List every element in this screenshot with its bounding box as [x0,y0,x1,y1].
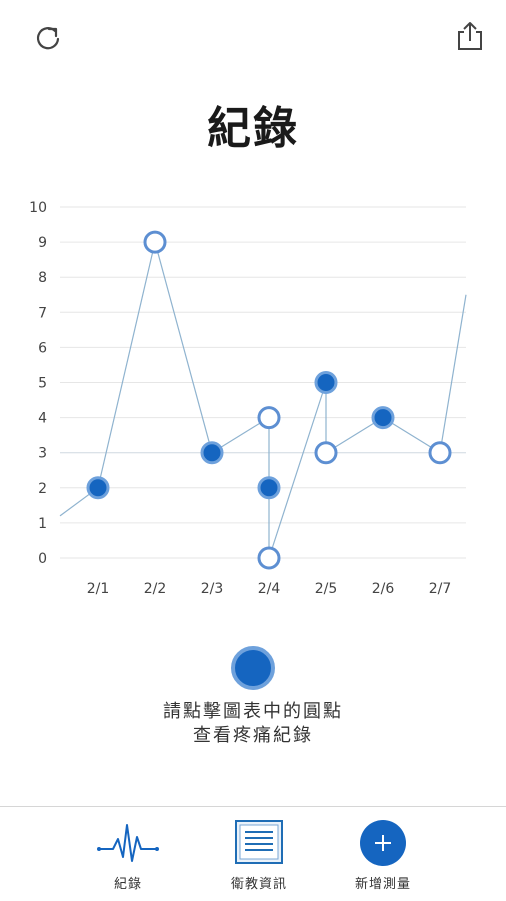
pain-chart[interactable]: 0 1 2 3 4 5 6 7 8 9 10 2/1 2/2 2/3 2/4 2/5 2/6 2/7 [0,180,506,610]
data-point-filled[interactable] [257,476,281,500]
y-tick-label: 6 [38,340,47,356]
y-tick-label: 9 [38,235,47,251]
top-bar [0,0,506,80]
heartbeat-icon [97,819,159,869]
chart-lines [59,241,467,559]
data-point-filled[interactable] [86,476,110,500]
y-tick-label: 5 [38,376,47,392]
data-point-hollow[interactable] [314,441,338,465]
y-tick-label: 2 [38,481,47,497]
x-tick-label: 2/4 [258,581,281,597]
y-tick-label: 8 [38,270,47,286]
x-tick-label: 2/5 [315,581,338,597]
hint-line-2: 查看疼痛紀錄 [193,725,313,746]
hint-line-1: 請點擊圖表中的圓點 [163,701,343,722]
x-tick-label: 2/1 [87,581,110,597]
data-point-filled[interactable] [200,441,224,465]
tab-bar: 紀錄 衛教資訊 新增測量 [0,806,506,901]
series-line [268,382,327,559]
y-tick-label: 7 [38,305,47,321]
chart-labels: 0 1 2 3 4 5 6 7 8 9 10 2/1 2/2 2/3 2/4 2/5 2/6 2/7 [29,200,451,597]
x-tick-label: 2/3 [201,581,224,597]
tab-education[interactable]: 衛教資訊 [199,807,319,901]
y-tick-label: 3 [38,446,47,462]
series-line [97,241,156,488]
data-point-hollow[interactable] [428,441,452,465]
page-title: 紀錄 [207,103,299,154]
data-point-filled[interactable] [371,406,395,430]
filled-dot-icon [231,646,275,690]
x-tick-label: 2/7 [429,581,452,597]
refresh-icon[interactable] [28,18,68,58]
tab-records[interactable]: 紀錄 [68,807,188,901]
y-tick-label: 10 [29,200,47,216]
plus-circle-icon [359,819,407,871]
document-icon [234,819,284,869]
x-tick-label: 2/2 [144,581,167,597]
y-tick-label: 1 [38,516,47,532]
x-tick-label: 2/6 [372,581,395,597]
data-point-hollow[interactable] [257,406,281,430]
y-tick-label: 4 [38,411,47,427]
share-icon[interactable] [450,16,490,56]
chart-hint: 請點擊圖表中的圓點 查看疼痛紀錄 [0,700,506,748]
tab-add-measurement[interactable]: 新增測量 [323,807,443,901]
data-point-hollow[interactable] [143,230,167,254]
tab-education-label: 衛教資訊 [230,877,287,892]
data-point-filled[interactable] [314,371,338,394]
tab-records-label: 紀錄 [113,877,142,892]
chart-points[interactable] [86,230,452,570]
y-tick-label: 0 [38,551,47,567]
series-line [154,241,213,453]
data-point-hollow[interactable] [257,546,281,570]
tab-add-label: 新增測量 [354,877,411,892]
chart-grid [60,206,466,559]
series-line [439,294,467,453]
